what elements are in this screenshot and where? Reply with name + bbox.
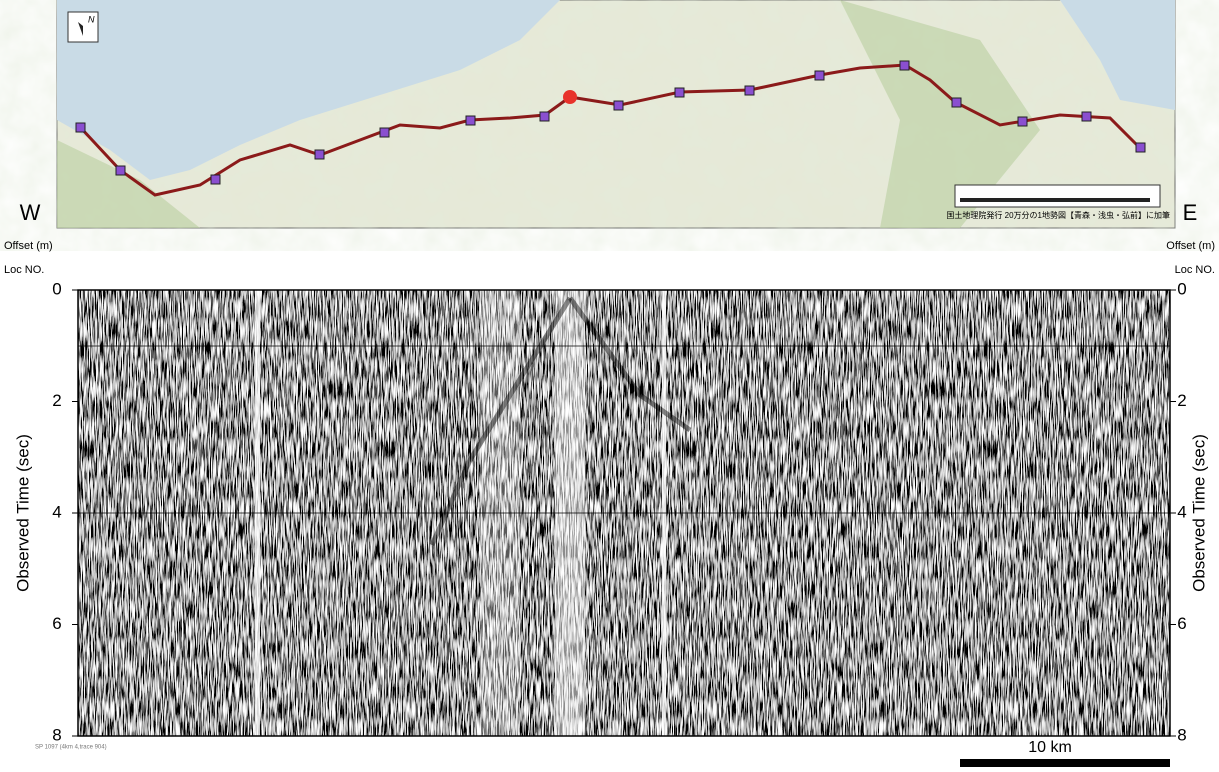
y-tick-label: 8 [1177, 725, 1186, 744]
y-tick-label: 4 [52, 502, 61, 521]
y-tick-label: 2 [1177, 391, 1186, 410]
y-tick-label: 2 [52, 391, 61, 410]
offset-label: Offset (m) [4, 240, 53, 252]
map-scale [955, 185, 1160, 207]
scale-bar [960, 759, 1170, 767]
north-label: N [88, 14, 95, 24]
west-label: W [20, 200, 41, 225]
y-tick-label: 6 [52, 614, 61, 633]
y-axis-label: Observed Time (sec) [1189, 434, 1208, 592]
figure: N 国土地理院発行 20万分の1地勢図【青森・浅虫・弘前】に加筆 W E Off… [0, 0, 1219, 767]
map-credit: 国土地理院発行 20万分の1地勢図【青森・浅虫・弘前】に加筆 [946, 210, 1170, 220]
y-tick-label: 4 [1177, 502, 1186, 521]
y-axis-label: Observed Time (sec) [13, 434, 32, 592]
offset-label: Offset (m) [1166, 240, 1215, 252]
loc-label: Loc NO. [4, 264, 44, 276]
y-tick-label: 8 [52, 725, 61, 744]
loc-label: Loc NO. [1175, 264, 1215, 276]
seismic-section [78, 290, 1170, 736]
footnote: SP 1097 (4km 4,trace 904) [35, 745, 107, 751]
east-label: E [1183, 200, 1198, 225]
y-tick-label: 0 [52, 279, 61, 298]
shot-location [563, 90, 577, 104]
map-scale-bar [960, 198, 1150, 202]
map: N 国土地理院発行 20万分の1地勢図【青森・浅虫・弘前】に加筆 [57, 0, 1175, 228]
y-tick-label: 0 [1177, 279, 1186, 298]
scale-bar-label: 10 km [1028, 739, 1072, 756]
y-tick-label: 6 [1177, 614, 1186, 633]
